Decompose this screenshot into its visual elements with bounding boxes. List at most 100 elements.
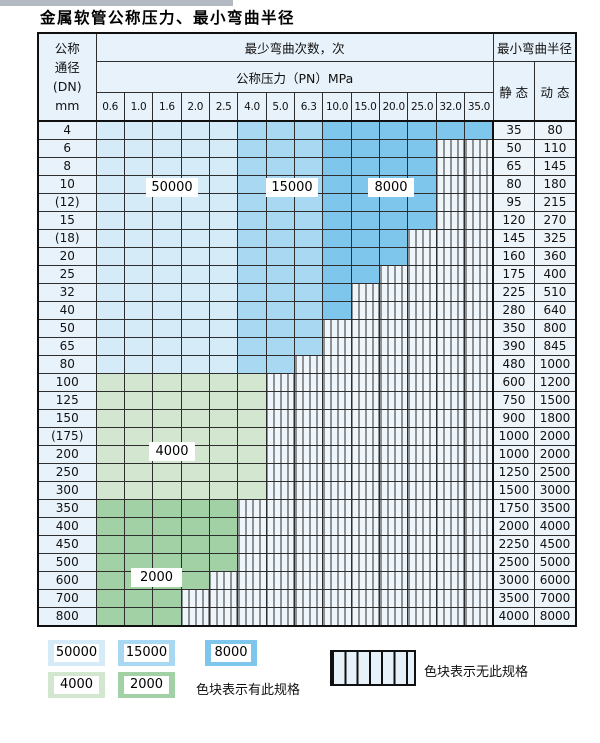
no-spec-cell [350,463,381,482]
no-spec-cell [322,589,352,608]
no-spec-cell [435,571,466,590]
spec-cell-15000 [265,157,296,176]
spec-cell-50000 [152,355,182,374]
spec-cell-15000 [237,319,267,338]
no-spec-cell [294,499,324,518]
dn-header-line3: (DN) [52,79,82,94]
spec-cell-4000 [123,373,154,392]
dn-cell: 6 [37,139,97,158]
static-column-header: 静 态 [492,61,535,122]
no-spec-cell [294,445,324,464]
spec-cell-50000 [152,229,182,248]
spec-cell-8000 [407,193,437,212]
no-spec-cell [265,517,296,536]
spec-cell-15000 [265,319,296,338]
spec-cell-15000 [237,193,267,212]
spec-cell-15000 [294,265,324,284]
table-row: 8 65 145 [37,157,577,176]
spec-cell-4000 [180,481,210,500]
spec-cell-50000 [95,247,125,266]
pressure-column-header: 0.6 [95,92,125,122]
table-row: 50 350 800 [37,319,577,338]
spec-cell-15000 [237,157,267,176]
spec-cell-2000 [180,535,210,554]
no-spec-cell [379,607,409,627]
dn-cell: (12) [37,193,97,212]
no-spec-cell [294,571,324,590]
no-spec-cell [294,553,324,572]
no-spec-cell [208,607,239,627]
static-radius-value: 1000 [492,427,535,446]
no-spec-cell [435,481,466,500]
spec-cell-4000 [180,409,210,428]
no-spec-cell [435,301,466,320]
pressure-column-header: 35.0 [464,92,494,122]
static-radius-value: 3000 [492,571,535,590]
no-spec-cell [464,301,494,320]
no-spec-cell [407,499,437,518]
no-spec-cell [435,535,466,554]
spec-cell-50000 [180,120,210,140]
spec-cell-50000 [152,301,182,320]
pressure-column-header: 20.0 [379,92,409,122]
spec-cell-50000 [208,139,239,158]
dn-header-line1: 公称 [54,41,80,56]
spec-cell-8000 [322,265,352,284]
no-spec-cell [350,337,381,356]
spec-cell-4000 [208,463,239,482]
no-spec-cell [350,499,381,518]
no-spec-cell [464,373,494,392]
no-spec-cell [435,427,466,446]
spec-cell-8000 [435,120,466,140]
spec-cell-8000 [407,157,437,176]
spec-cell-2000 [208,499,239,518]
no-spec-cell [265,463,296,482]
pressure-column-header: 2.0 [180,92,210,122]
no-spec-cell [407,265,437,284]
spec-cell-50000 [180,319,210,338]
spec-cell-4000 [180,391,210,410]
no-spec-cell [379,517,409,536]
spec-cell-50000 [180,265,210,284]
static-radius-value: 2000 [492,517,535,536]
static-radius-value: 1000 [492,445,535,464]
static-radius-value: 4000 [492,607,535,627]
no-spec-cell [464,265,494,284]
spec-cell-50000 [152,283,182,302]
spec-cell-2000 [208,553,239,572]
spec-cell-2000 [180,517,210,536]
static-radius-value: 95 [492,193,535,212]
spec-cell-4000 [237,445,267,464]
spec-cell-8000 [464,120,494,140]
spec-cell-4000 [95,463,125,482]
spec-cell-8000 [379,120,409,140]
dynamic-radius-value: 325 [533,229,577,248]
no-spec-cell [464,319,494,338]
dynamic-radius-value: 2000 [533,445,577,464]
spec-cell-15000 [265,337,296,356]
spec-cell-15000 [294,229,324,248]
table-row: 6 50 110 [37,139,577,158]
table-row: (12) 95 215 [37,193,577,212]
table-row: 25 175 400 [37,265,577,284]
no-spec-cell [435,391,466,410]
dn-cell: 32 [37,283,97,302]
spec-cell-4000 [208,445,239,464]
spec-cell-50000 [208,120,239,140]
no-spec-cell [350,409,381,428]
spec-cell-8000 [407,120,437,140]
pressure-column-header: 5.0 [265,92,296,122]
spec-cell-8000 [322,301,352,320]
spec-cell-4000 [95,445,125,464]
no-spec-cell [435,229,466,248]
spec-cell-2000 [95,553,125,572]
no-spec-cell [464,409,494,428]
table-row: 400 2000 4000 [37,517,577,536]
spec-cell-50000 [208,211,239,230]
table-row: 350 1750 3500 [37,499,577,518]
table-row: 15 120 270 [37,211,577,230]
zone-cycles-label-8000: 8000 [368,178,414,197]
static-radius-value: 1250 [492,463,535,482]
no-spec-cell [464,337,494,356]
no-spec-cell [237,499,267,518]
